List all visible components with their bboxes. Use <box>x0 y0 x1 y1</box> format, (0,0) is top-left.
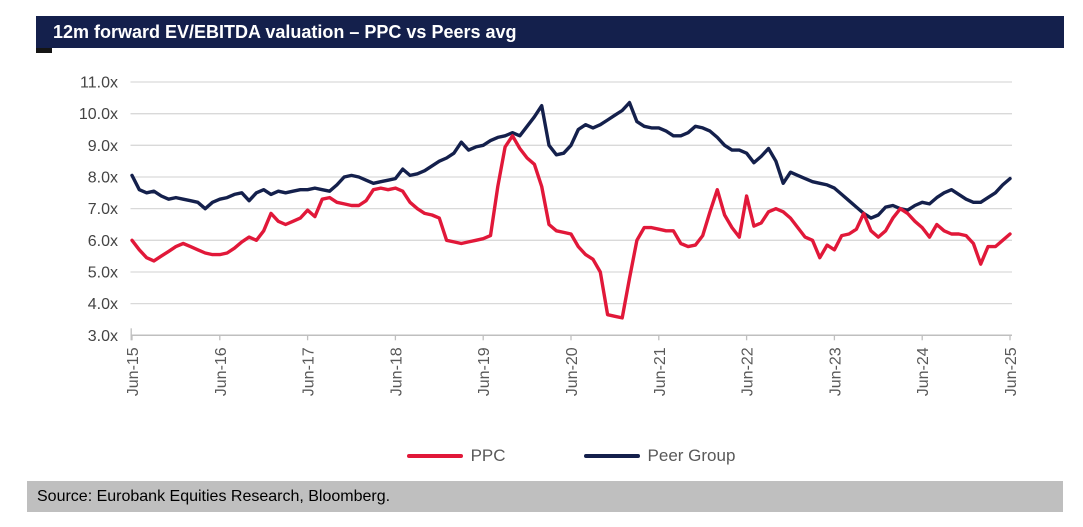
header-accent-tab <box>36 48 52 53</box>
legend-label-ppc: PPC <box>470 446 506 465</box>
legend-item-peer-group: Peer Group <box>583 446 736 466</box>
y-axis-tick-label: 7.0x <box>88 201 118 218</box>
x-axis-tick-label: Jun-25 <box>1003 347 1020 396</box>
y-axis-tick-label: 8.0x <box>88 169 118 186</box>
y-axis-tick-label: 10.0x <box>79 106 118 123</box>
ppc-line-swatch <box>406 454 463 458</box>
series-line-ppc <box>130 134 1012 320</box>
x-axis-tick-label: Jun-21 <box>652 347 669 396</box>
legend-label-peer-group: Peer Group <box>647 446 736 465</box>
peer-group-line-swatch <box>583 454 640 458</box>
x-axis-tick-label: Jun-22 <box>740 347 757 396</box>
y-axis-tick-label: 11.0x <box>80 75 118 92</box>
y-axis-tick-label: 5.0x <box>88 264 118 281</box>
y-axis-tick-label: 6.0x <box>88 233 118 250</box>
series-line-peer-group <box>130 100 1012 220</box>
x-axis-tick-label: Jun-24 <box>915 347 932 396</box>
x-axis-tick-label: Jun-15 <box>125 347 142 396</box>
chart-legend: PPC Peer Group <box>132 446 1010 466</box>
x-axis-tick-label: Jun-16 <box>213 347 230 396</box>
x-axis-tick-label: Jun-18 <box>388 347 405 396</box>
x-axis-tick-label: Jun-19 <box>476 347 493 396</box>
chart-title: 12m forward EV/EBITDA valuation – PPC vs… <box>53 21 517 42</box>
y-axis-tick-label: 3.0x <box>88 328 118 345</box>
x-axis-tick-label: Jun-20 <box>564 347 581 396</box>
source-bar: Source: Eurobank Equities Research, Bloo… <box>27 481 1063 512</box>
chart-header-bar: 12m forward EV/EBITDA valuation – PPC vs… <box>36 16 1064 48</box>
source-text: Source: Eurobank Equities Research, Bloo… <box>37 488 391 505</box>
y-axis-tick-label: 4.0x <box>88 296 118 313</box>
y-axis-tick-label: 9.0x <box>88 138 118 155</box>
x-axis-tick-label: Jun-17 <box>301 347 318 396</box>
legend-item-ppc: PPC <box>406 446 506 466</box>
x-axis-tick-label: Jun-23 <box>827 347 844 396</box>
